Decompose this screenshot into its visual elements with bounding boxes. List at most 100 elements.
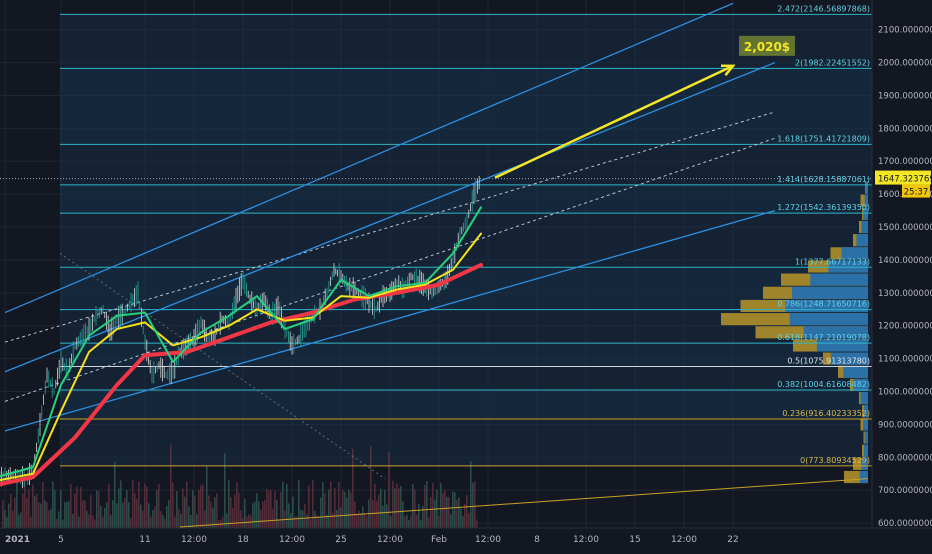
volume-bar xyxy=(268,490,270,528)
x-tick-label: 5 xyxy=(58,535,64,545)
volume-bar xyxy=(428,517,430,528)
volume-bar xyxy=(474,481,476,528)
volume-bar xyxy=(108,483,110,528)
volume-bar xyxy=(174,516,176,528)
volume-bar xyxy=(84,500,86,528)
volume-bar xyxy=(226,513,228,528)
volume-bar xyxy=(138,481,140,528)
volume-bar xyxy=(446,496,448,528)
x-axis-panel xyxy=(0,528,932,550)
volume-bar xyxy=(378,494,380,528)
volume-bar xyxy=(476,519,478,528)
y-tick-label: 600.00000000 xyxy=(878,519,932,529)
volume-bar xyxy=(294,516,296,528)
volume-bar xyxy=(214,497,216,528)
volume-bar xyxy=(386,504,388,528)
volume-bar xyxy=(114,461,116,528)
fib-zone xyxy=(60,267,872,310)
series-line-1 xyxy=(0,232,482,482)
volume-bar xyxy=(92,515,94,528)
volume-bar xyxy=(364,512,366,528)
volume-bar xyxy=(150,516,152,528)
volume-bar xyxy=(66,501,68,528)
volume-profile-bar-up xyxy=(864,194,868,207)
volume-bar xyxy=(360,513,362,528)
volume-bar xyxy=(124,497,126,528)
y-tick-label: 700.00000000 xyxy=(878,486,932,496)
volume-bar xyxy=(472,482,474,528)
volume-bar xyxy=(370,446,372,528)
fib-levels: 2.472(2146.56897868) 2(1982.22451552) 1.61… xyxy=(60,4,872,467)
volume-bar xyxy=(414,489,416,528)
volume-bar xyxy=(98,491,100,528)
fib-label: 0(773.80934529) xyxy=(800,456,870,465)
volume-bar xyxy=(188,506,190,528)
volume-bar xyxy=(58,511,60,528)
volume-bar xyxy=(308,485,310,528)
fib-label: 2.472(2146.56897868) xyxy=(777,4,870,13)
volume-bar xyxy=(392,480,394,528)
volume-bar xyxy=(396,483,398,528)
fib-label: 0.382(1004.61608482) xyxy=(777,380,870,389)
volume-bar xyxy=(404,516,406,528)
volume-bar xyxy=(154,506,156,528)
fib-label: 1(1377.66717133) xyxy=(795,257,870,266)
volume-bar xyxy=(384,489,386,528)
volume-bar xyxy=(412,483,414,528)
volume-bar xyxy=(126,489,128,528)
x-tick-label: 8 xyxy=(534,535,540,545)
volume-bar xyxy=(120,480,122,528)
volume-bar xyxy=(178,508,180,528)
volume-bar xyxy=(438,516,440,528)
volume-bar xyxy=(14,497,16,528)
y-tick-label: 2000.00000000 xyxy=(878,59,932,69)
volume-bar xyxy=(94,519,96,528)
volume-bar xyxy=(160,511,162,528)
volume-bar xyxy=(24,480,26,528)
channel-line xyxy=(4,2,734,314)
volume-bar xyxy=(128,502,130,528)
volume-bar xyxy=(256,493,258,528)
volume-profile-bar-up xyxy=(792,286,868,299)
fib-zone xyxy=(60,366,872,390)
volume-bar xyxy=(212,507,214,528)
volume-bar xyxy=(224,453,226,528)
volume-bar xyxy=(222,516,224,528)
volume-bar xyxy=(328,489,330,528)
volume-bar xyxy=(158,483,160,528)
volume-bar xyxy=(448,497,450,528)
volume-bar xyxy=(112,500,114,528)
ma-series xyxy=(0,206,483,487)
channel-line xyxy=(4,209,776,432)
fib-label: 0.786(1248.71650716) xyxy=(777,300,870,309)
volume-profile-bar-up xyxy=(816,339,868,352)
volume-bar xyxy=(306,514,308,528)
volume-bar xyxy=(278,519,280,528)
volume-bar xyxy=(184,496,186,528)
volume-bar xyxy=(298,479,300,528)
volume-bar xyxy=(410,515,412,528)
volume-bar xyxy=(40,503,42,528)
volume-bar xyxy=(264,500,266,528)
volume-bar xyxy=(296,516,298,528)
fib-zone xyxy=(60,418,872,466)
volume-profile-bar-up xyxy=(803,326,868,339)
volume-bar xyxy=(156,490,158,528)
channel-lines xyxy=(4,2,776,432)
volume-bar xyxy=(104,507,106,528)
volume-bar xyxy=(394,488,396,528)
volume-bar xyxy=(164,518,166,528)
volume-bar xyxy=(70,484,72,528)
volume-bar xyxy=(288,503,290,528)
projection-arrow-head xyxy=(720,64,736,76)
volume-bar xyxy=(10,493,12,528)
x-tick-label: 12:00 xyxy=(475,535,501,545)
volume-bar xyxy=(170,444,172,528)
x-tick-label: 12:00 xyxy=(279,535,305,545)
volume-bar xyxy=(34,495,36,528)
volume-bar xyxy=(208,495,210,528)
volume-bar xyxy=(352,448,354,528)
volume-bar xyxy=(210,501,212,528)
volume-bar xyxy=(460,508,462,528)
